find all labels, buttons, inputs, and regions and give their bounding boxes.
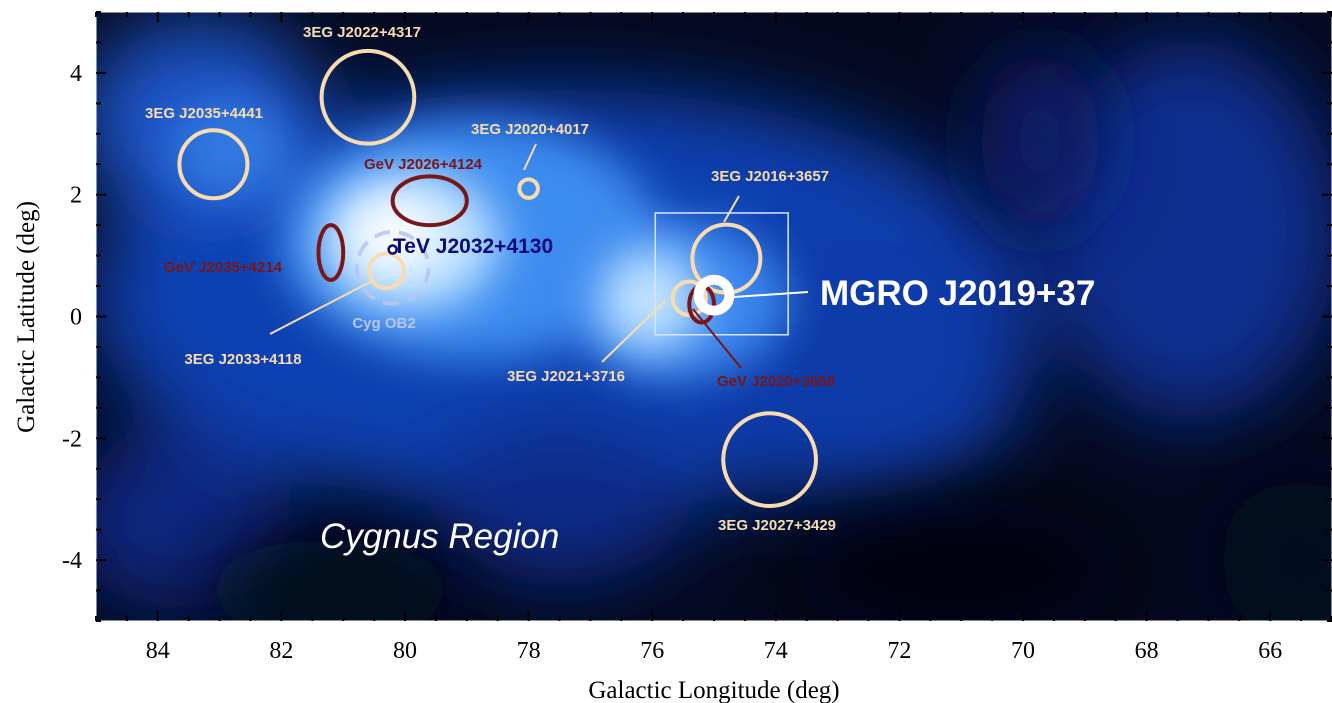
gev-source-gev-j2026-4124 [390,174,469,228]
y-axis-title: Galactic Latitude (deg) [13,201,40,433]
x-tick-label: 66 [1258,638,1282,664]
egret-source-3eg-j2021-3716 [670,279,708,317]
label-mgro-j2019-37: MGRO J2019+37 [820,274,1095,313]
region-label: Cygnus Region [320,517,559,556]
leader-mgro-j2019-37 [733,291,809,298]
source-marks [177,48,818,508]
x-tick-label: 84 [146,638,170,664]
label-egret-j2027-3429: 3EG J2027+3429 [718,517,836,534]
label-gev-j2020-3658: GeV J2020+3658 [717,373,835,390]
label-egret-j2022-4317: 3EG J2022+4317 [303,24,421,41]
y-tick-label: 0 [70,305,82,331]
x-tick-label: 80 [393,638,417,664]
y-tick-label: 4 [70,61,82,87]
label-egret-j2016-3657: 3EG J2016+3657 [711,168,829,185]
x-tick-label: 82 [269,638,293,664]
leader-egret-j2033-4118 [269,280,373,335]
egret-source-3eg-j2022-4317 [319,48,417,146]
label-egret-j2020-4017: 3EG J2020+4017 [471,121,589,138]
leader-egret-j2016-3657 [723,195,740,223]
egret-source-3eg-j2035-4441 [177,128,250,201]
label-gev-j2026-4124: GeV J2026+4124 [364,156,483,173]
x-tick-label: 72 [887,638,911,664]
cyg-ob2-marker [354,229,431,306]
label-egret-j2033-4118: 3EG J2033+4118 [184,351,301,368]
leader-egret-j2020-4017 [523,143,537,171]
x-axis-title: Galactic Longitude (deg) [588,677,839,703]
y-tick-label: -4 [62,548,82,574]
x-tick-label: 74 [764,638,788,664]
label-tev-j2032-4130: TeV J2032+4130 [393,235,553,258]
leader-gev-j2020-3658 [692,308,742,369]
label-egret-j2035-4441: 3EG J2035+4441 [145,105,263,122]
y-tick-label: -2 [62,426,82,452]
label-egret-j2021-3716: 3EG J2021+3716 [507,368,625,385]
tev-source-marker [387,244,398,255]
mgro-source-marker [693,274,735,316]
label-gev-j2035-4214: GeV J2035+4214 [164,259,283,276]
egret-source-3eg-j2027-3429 [721,411,818,508]
x-tick-labels: 84 82 80 78 76 74 72 70 68 66 [146,638,1282,664]
egret-source-3eg-j2033-4118 [367,251,406,291]
egret-source-3eg-j2020-4017 [517,177,540,200]
x-tick-label: 78 [517,638,541,664]
axis-ticks [95,11,1332,622]
y-tick-labels: 4 2 0 -2 -4 [62,61,82,574]
x-tick-label: 70 [1011,638,1035,664]
label-cyg-ob2: Cyg OB2 [352,315,415,332]
emission-map [96,12,1332,621]
y-tick-label: 2 [70,183,82,209]
gev-source-gev-j2035-4214 [316,223,346,282]
leader-egret-j2021-3716 [601,300,666,363]
x-tick-label: 68 [1135,638,1159,664]
x-tick-label: 76 [640,638,664,664]
source-labels: 3EG J2022+4317 3EG J2035+4441 3EG J2020+40… [145,24,1095,534]
zoom-box [654,212,789,336]
